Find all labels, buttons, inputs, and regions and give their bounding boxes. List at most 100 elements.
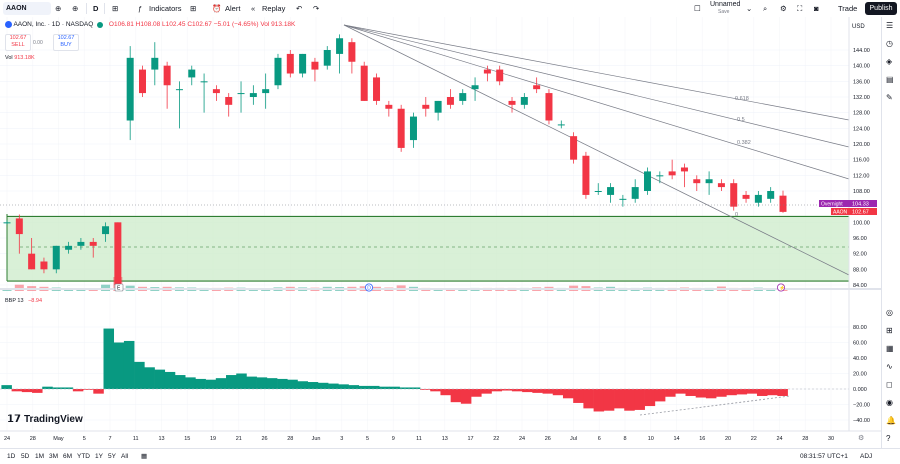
overnight-price-label: Overnight 104.33 bbox=[819, 200, 877, 208]
fullscreen-icon[interactable]: ⛶ bbox=[797, 4, 803, 13]
layout-checkbox-icon[interactable]: ☐ bbox=[694, 4, 701, 13]
price-tick-label: 96.00 bbox=[853, 236, 867, 242]
buy-button[interactable]: 102.67 BUY bbox=[53, 34, 79, 51]
bbp-bar bbox=[644, 389, 656, 407]
adjust-toggle[interactable]: ADJ bbox=[860, 453, 873, 460]
bbp-bar bbox=[634, 389, 645, 410]
calendar-icon[interactable]: ▦ bbox=[886, 344, 894, 353]
range-all[interactable]: All bbox=[121, 453, 129, 460]
quick-search-icon[interactable]: ⌕ bbox=[763, 4, 768, 13]
range-1m[interactable]: 1M bbox=[35, 453, 45, 460]
axis-settings-icon[interactable]: ⚙ bbox=[858, 434, 864, 442]
range-3m[interactable]: 3M bbox=[49, 453, 59, 460]
alerts-clock-icon[interactable]: ◷ bbox=[886, 39, 893, 48]
earnings-marker[interactable]: E bbox=[114, 283, 124, 292]
chart-area[interactable]: 144.00 140.00 136.00 132.00 128.00 124.00 120.… bbox=[0, 17, 881, 453]
chat-bubble-icon[interactable]: ◻ bbox=[886, 380, 893, 389]
bell-icon[interactable]: 🔔 bbox=[886, 416, 896, 425]
broadcast-icon[interactable]: ◉ bbox=[886, 398, 893, 407]
currency-label[interactable]: USD bbox=[852, 24, 865, 30]
templates-icon[interactable]: ⊞ bbox=[190, 4, 197, 13]
camera-icon[interactable]: ◙ bbox=[814, 4, 819, 13]
symbol-search[interactable]: AAON bbox=[3, 2, 51, 15]
price-tick-label: 120.00 bbox=[853, 142, 870, 148]
chart-svg[interactable]: 144.00140.00136.00132.00128.00124.00120.… bbox=[0, 17, 881, 448]
chat-icon[interactable]: ▤ bbox=[886, 75, 894, 84]
bbp-bar bbox=[134, 361, 145, 389]
help-icon[interactable]: ? bbox=[886, 434, 891, 443]
replay-button[interactable]: Replay bbox=[262, 4, 286, 13]
ideas-icon[interactable]: ✎ bbox=[886, 93, 893, 102]
bbp-bar bbox=[593, 389, 605, 412]
clock-timezone[interactable]: 08:31:57 UTC+1 bbox=[800, 453, 848, 460]
alert-icon[interactable]: ⏰ bbox=[212, 4, 222, 13]
target-icon[interactable]: ◎ bbox=[886, 308, 893, 317]
undo-icon[interactable]: ↶ bbox=[296, 4, 303, 13]
symbol-legend[interactable]: AAON, Inc. · 1D · NASDAQ O106.81 H108.08… bbox=[5, 21, 295, 29]
range-5y[interactable]: 5Y bbox=[108, 453, 116, 460]
candle-body bbox=[644, 171, 652, 191]
sell-button[interactable]: 102.67 SELL bbox=[5, 34, 31, 51]
range-6m[interactable]: 6M bbox=[63, 453, 73, 460]
bbp-bar bbox=[532, 389, 543, 393]
price-tick-label: 140.00 bbox=[853, 64, 870, 70]
volume-legend[interactable]: Vol 913.18K bbox=[5, 55, 35, 61]
bbp-bar bbox=[368, 385, 380, 389]
chart-type-icon[interactable]: ⊞ bbox=[112, 4, 119, 13]
candle-body bbox=[360, 65, 368, 101]
layout-dropdown-icon[interactable]: ⌄ bbox=[746, 4, 753, 13]
candle-body bbox=[409, 116, 417, 141]
bbp-bar bbox=[21, 389, 33, 393]
candle-body bbox=[730, 183, 738, 207]
replay-icon[interactable]: « bbox=[251, 4, 256, 13]
candle-body bbox=[65, 245, 73, 250]
compare-plus-icon[interactable]: ⊕ bbox=[72, 4, 79, 13]
layout-name[interactable]: Unnamed bbox=[710, 1, 741, 8]
publish-button[interactable]: Publish bbox=[865, 2, 897, 15]
bbp-legend[interactable]: BBP 13 −8.94 bbox=[5, 298, 43, 304]
bbp-bar bbox=[675, 389, 686, 394]
candle-body bbox=[680, 167, 688, 172]
range-1d[interactable]: 1D bbox=[7, 453, 16, 460]
range-1y[interactable]: 1Y bbox=[95, 453, 103, 460]
bbp-bar bbox=[317, 382, 329, 389]
right-toolbar: ☰ ◷ ◈ ▤ ✎ ◎ ⊞ ▦ ∿ ◻ ◉ 🔔 ? bbox=[881, 17, 900, 448]
candle-body bbox=[520, 97, 528, 105]
pulse-icon[interactable]: ∿ bbox=[886, 362, 893, 371]
watchlist-icon[interactable]: ☰ bbox=[886, 21, 894, 30]
candle-body bbox=[385, 104, 393, 109]
bbp-bar bbox=[236, 373, 247, 389]
bbp-bar bbox=[328, 383, 339, 389]
bbp-bar bbox=[573, 389, 584, 403]
svg-text:AAON: AAON bbox=[833, 210, 848, 216]
interval-button[interactable]: D bbox=[93, 4, 99, 13]
bbp-bar bbox=[226, 375, 237, 389]
fib-fan-line bbox=[343, 24, 850, 148]
upcoming-event-marker[interactable]: ⚡ bbox=[777, 283, 785, 292]
range-ytd[interactable]: YTD bbox=[77, 453, 90, 460]
fib-label: 0 bbox=[735, 212, 738, 218]
redo-icon[interactable]: ↷ bbox=[313, 4, 320, 13]
time-tick-label: 28 bbox=[30, 436, 36, 442]
bbp-bar bbox=[501, 389, 513, 391]
fib-label: 0.5 bbox=[737, 117, 745, 123]
trade-button[interactable]: Trade bbox=[838, 4, 858, 13]
candle-body bbox=[446, 97, 454, 105]
bbp-bar bbox=[266, 378, 278, 389]
indicators-icon[interactable]: ƒ bbox=[138, 4, 143, 13]
settings-icon[interactable]: ⚙ bbox=[780, 4, 787, 13]
tradingview-watermark: 𝟭𝟳 TradingView bbox=[7, 414, 83, 425]
date-range-icon[interactable]: ▦ bbox=[141, 453, 148, 460]
candle-body bbox=[237, 93, 245, 95]
dividend-marker[interactable]: D bbox=[364, 283, 373, 292]
alert-button[interactable]: Alert bbox=[225, 4, 241, 13]
range-5d[interactable]: 5D bbox=[21, 453, 30, 460]
indicators-button[interactable]: Indicators bbox=[149, 4, 182, 13]
market-status-icon[interactable] bbox=[97, 21, 104, 28]
add-compare-icon[interactable]: ⊕ bbox=[55, 4, 62, 13]
bbp-bar bbox=[42, 386, 53, 389]
bbp-bar bbox=[481, 389, 492, 394]
time-tick-label: 6 bbox=[598, 436, 601, 442]
screener-icon[interactable]: ⊞ bbox=[886, 326, 893, 335]
layers-icon[interactable]: ◈ bbox=[886, 57, 893, 66]
